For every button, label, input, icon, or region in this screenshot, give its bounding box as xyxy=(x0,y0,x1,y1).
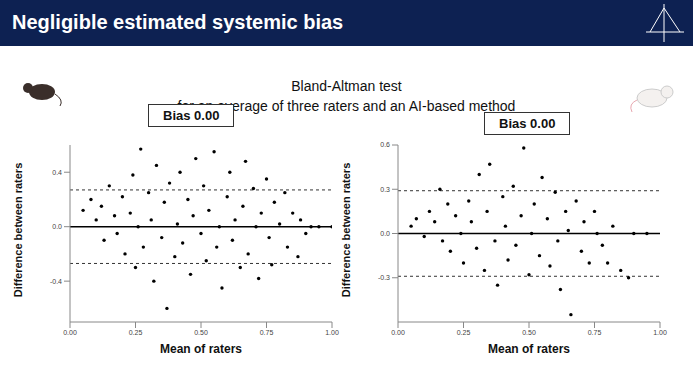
html-text:Mean of raters: Mean of raters xyxy=(160,342,242,356)
svg-text:0.00: 0.00 xyxy=(63,329,77,336)
svg-text:0.6: 0.6 xyxy=(380,141,390,148)
html-text:Negligible estimated systemic: Negligible estimated systemic bias xyxy=(12,11,344,33)
svg-text:0.25: 0.25 xyxy=(129,329,143,336)
html-text:Mean of raters: Mean of raters xyxy=(488,342,570,356)
svg-text:1.00: 1.00 xyxy=(325,329,339,336)
svg-text:0.50: 0.50 xyxy=(522,329,536,336)
svg-text:-0.3: -0.3 xyxy=(378,274,390,281)
svg-text:0.25: 0.25 xyxy=(457,329,471,336)
html-text:Difference between raters: Difference between raters xyxy=(340,162,352,298)
svg-text:0.4: 0.4 xyxy=(52,169,62,176)
svg-text:0.0: 0.0 xyxy=(380,230,390,237)
html-text:Bland-Altman test: Bland-Altman test xyxy=(291,78,402,94)
svg-text:0.50: 0.50 xyxy=(194,329,208,336)
svg-text:-0.4: -0.4 xyxy=(50,278,62,285)
svg-text:0.0: 0.0 xyxy=(52,223,62,230)
svg-text:0.00: 0.00 xyxy=(391,329,405,336)
html-text:Difference between raters: Difference between raters xyxy=(12,162,24,298)
html-text:for an average of three raters: for an average of three raters and an AI… xyxy=(177,98,516,114)
svg-text:0.3: 0.3 xyxy=(380,186,390,193)
svg-text:0.75: 0.75 xyxy=(260,329,274,336)
svg-text:0.75: 0.75 xyxy=(588,329,602,336)
svg-text:1.00: 1.00 xyxy=(653,329,667,336)
html-text:Bias 0.00: Bias 0.00 xyxy=(163,108,220,123)
html-text:Bias 0.00: Bias 0.00 xyxy=(499,116,556,131)
